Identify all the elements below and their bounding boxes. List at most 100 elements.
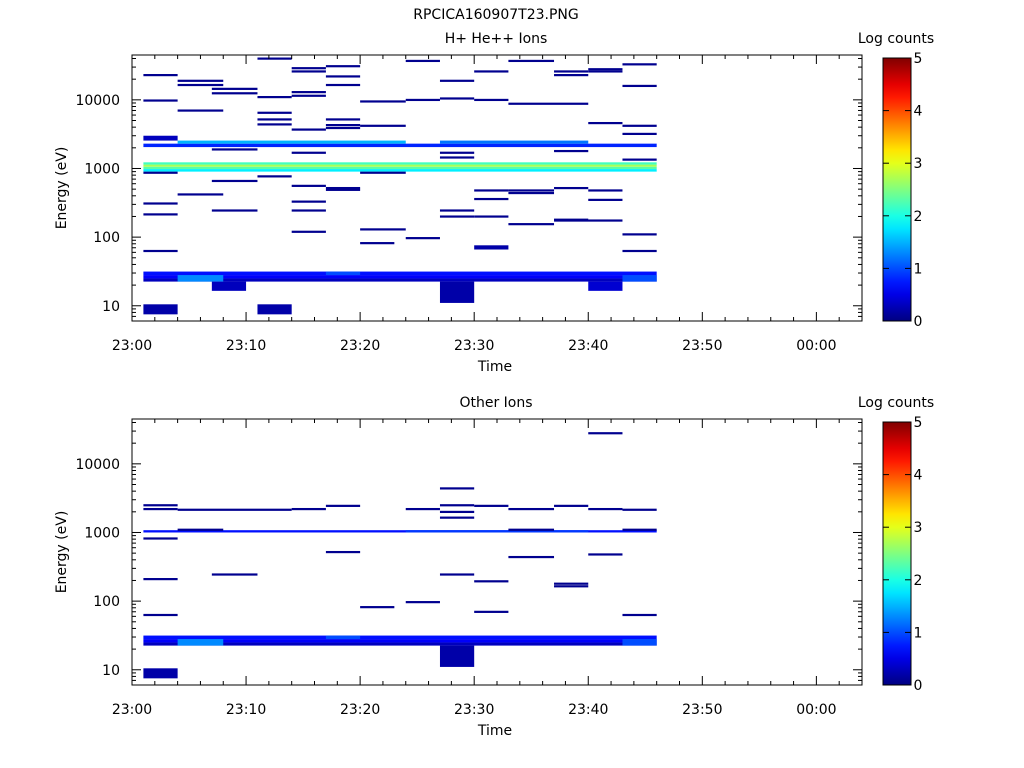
heatmap-line [622,132,657,136]
heatmap-line [439,156,475,159]
heatmap-cell [474,245,509,250]
heatmap-line [405,601,440,604]
heatmap-line [439,516,475,519]
heatmap-cell [257,304,292,315]
colorbar-tick-label: 0 [914,678,923,694]
colorbar-label: Log counts [858,395,934,411]
heatmap-cell [143,642,657,646]
heatmap-line [588,189,623,192]
heatmap-cell [143,164,657,167]
heatmap-line [474,215,509,218]
heatmap-cell [143,635,657,640]
heatmap-line [554,504,589,507]
heatmap-cell [143,135,178,141]
heatmap-line [474,189,509,192]
heatmap-cell [143,271,657,276]
x-tick-label: 00:00 [796,338,836,354]
heatmap-line [360,228,406,231]
heatmap-cell [211,281,247,291]
heatmap-cell [177,639,224,646]
heatmap-line [439,79,475,82]
heatmap-line [554,186,589,190]
heatmap-line [211,573,258,576]
heatmap-line [257,175,292,178]
heatmap-line [474,98,509,102]
heatmap-line [508,191,555,195]
heatmap-line [439,504,475,507]
panel-1: H+ He++ Ions 23:00 23:10 23:20 23:30 23:40 23:… [54,31,934,375]
heatmap-cell [177,275,224,282]
heatmap-line [508,189,555,192]
panel-title: H+ He++ Ions [445,31,548,47]
heatmap-cell [588,281,623,291]
heatmap-line [143,537,178,540]
colorbar-tick-label: 2 [914,209,923,225]
y-tick-label: 10000 [75,457,120,473]
heatmap-line [508,102,589,105]
heatmap-line [325,65,361,68]
x-axis-label: Time [477,723,512,739]
heatmap-line [325,123,361,127]
heatmap-line [291,184,326,187]
heatmap-line [439,209,475,212]
heatmap-line [439,97,475,100]
heatmap-line [588,121,623,125]
heatmap-line [177,83,224,87]
heatmap-line [291,230,326,233]
heatmap-line [588,68,623,71]
heatmap-line [325,504,361,507]
heatmap-cell [622,275,657,282]
heatmap-cell [405,530,589,533]
y-axis-label: Energy (eV) [54,147,70,230]
x-tick-label: 23:00 [112,702,152,718]
panel-title: Other Ions [459,395,532,411]
figure-title: RPCICA160907T23.PNG [413,7,578,23]
heatmap-line [508,59,555,63]
heatmap-cell [143,530,657,533]
heatmap-line [554,70,589,73]
heatmap-line [177,508,292,511]
heatmap-cell [143,304,178,315]
heatmap-line [211,179,258,183]
heatmap-line [360,100,406,103]
heatmap-line [325,75,361,78]
heatmap-cell [143,166,657,170]
colorbar-tick-label: 3 [914,520,923,536]
heatmap-cell [143,275,657,279]
heatmap-line [291,200,326,203]
colorbar-tick-label: 2 [914,573,923,589]
heatmap-line [588,70,623,73]
heatmap-line [360,606,395,609]
heatmap-line [360,124,406,127]
heatmap-cell [143,639,657,643]
heatmap-line [588,553,623,556]
x-tick-label: 23:50 [682,702,722,718]
heatmap-line [588,432,623,435]
heatmap-line [439,510,475,514]
colorbar-tick-label: 3 [914,156,923,172]
heatmap-line [554,585,589,588]
heatmap-line [622,84,657,88]
heatmap-line [143,249,178,253]
heatmap-line [622,158,657,161]
heatmap-line [439,487,475,490]
x-tick-label: 23:00 [112,338,152,354]
heatmap-line [257,57,292,60]
x-tick-label: 23:40 [568,338,608,354]
heatmap-cell [439,645,475,667]
x-tick-label: 23:30 [454,338,494,354]
heatmap-line [211,209,258,212]
y-tick-label: 1000 [84,525,120,541]
y-tick-label: 100 [93,230,120,246]
heatmap-line [325,188,361,191]
heatmap-line [291,91,326,94]
heatmap-line [439,151,475,154]
heatmap-line [622,249,657,253]
heatmap-cell [177,140,406,144]
y-tick-label: 1000 [84,161,120,177]
heatmap-line [257,111,292,114]
heatmap-line [177,528,224,531]
heatmap-line [439,215,475,218]
heatmap-line [291,128,326,131]
heatmap-line [554,582,589,585]
